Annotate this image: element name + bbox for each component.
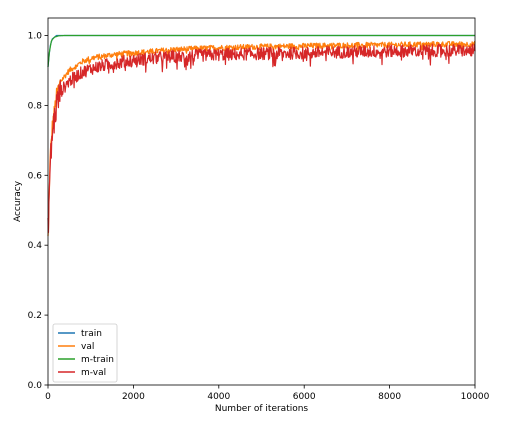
y-tick-label: 0.8 [28, 101, 43, 111]
series-line-m-train [47, 34, 476, 67]
y-tick-label: 1.0 [28, 31, 43, 41]
x-tick-label: 8000 [378, 392, 401, 402]
y-axis-label: Accuracy [13, 180, 23, 222]
legend-box [52, 323, 118, 383]
x-tick-label: 2000 [122, 392, 145, 402]
x-tick-label: 0 [45, 392, 51, 402]
x-tick-label: 6000 [293, 392, 316, 402]
plot-frame [47, 17, 476, 386]
y-tick-label: 0.6 [28, 171, 43, 181]
y-tick-label: 0.2 [28, 311, 42, 321]
legend-label: train [81, 329, 102, 339]
y-tick-label: 0.4 [28, 241, 43, 251]
legend: train val m-train m-val [52, 323, 118, 383]
x-axis-label: Number of iterations [215, 404, 309, 414]
x-axis-ticks: 0 2000 4000 6000 8000 10000 [45, 385, 490, 402]
series-line-val [47, 40, 476, 237]
legend-label: val [81, 342, 94, 352]
series-line-m-val [47, 43, 476, 233]
series-layer [47, 34, 476, 237]
x-tick-label: 4000 [207, 392, 230, 402]
y-axis-ticks: 0.0 0.2 0.4 0.6 0.8 1.0 [28, 31, 48, 391]
x-tick-label: 10000 [461, 392, 490, 402]
y-tick-label: 0.0 [28, 381, 43, 391]
legend-label: m-val [81, 368, 106, 378]
legend-label: m-train [81, 355, 114, 365]
